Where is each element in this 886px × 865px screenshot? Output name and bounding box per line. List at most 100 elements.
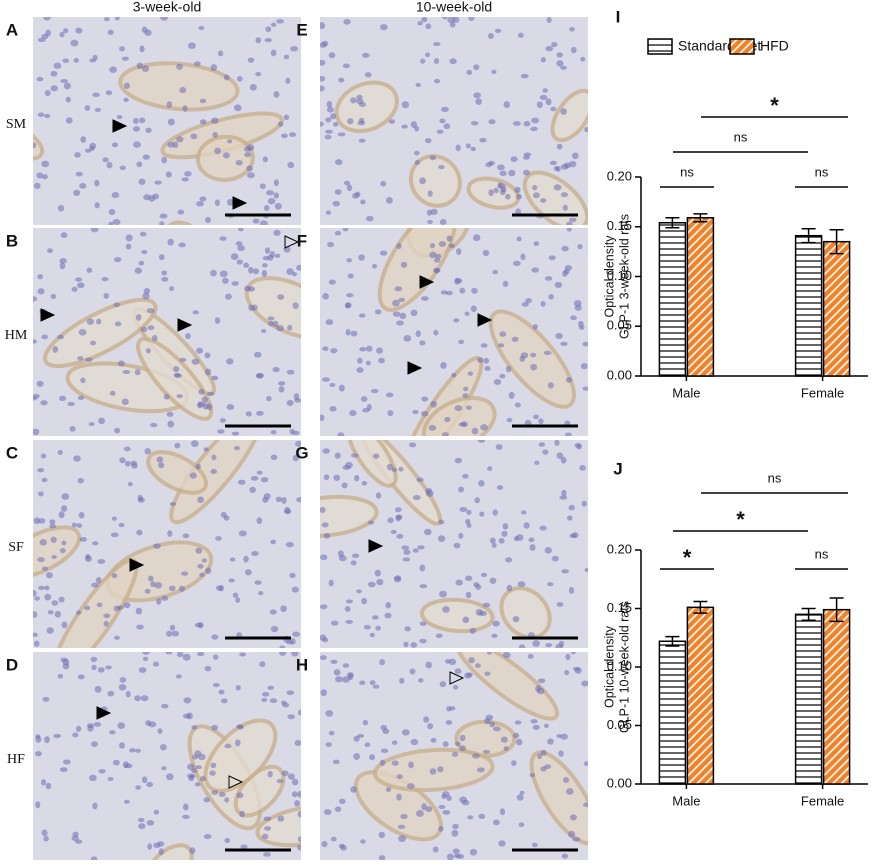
nucleus (211, 790, 219, 795)
y-axis-label: Optical density (602, 235, 616, 318)
nucleus (449, 58, 457, 65)
nucleus (340, 844, 347, 851)
nucleus (173, 372, 181, 378)
nucleus (118, 522, 125, 528)
nucleus (484, 366, 491, 371)
nucleus (252, 268, 260, 275)
nucleus (437, 535, 446, 543)
nucleus (240, 844, 248, 850)
nucleus (375, 625, 381, 631)
nucleus (75, 610, 82, 615)
nucleus (385, 392, 394, 398)
nucleus (532, 192, 540, 199)
nucleus (39, 539, 47, 546)
nucleus (151, 334, 158, 342)
nucleus (154, 180, 162, 185)
nucleus (41, 174, 48, 180)
nucleus (438, 519, 445, 525)
nucleus (123, 82, 131, 89)
nucleus (77, 282, 85, 289)
y-axis-label: GLP-1 3-week-old rats (617, 214, 631, 339)
nucleus (118, 360, 125, 367)
nucleus (159, 743, 167, 751)
nucleus (532, 323, 538, 330)
nucleus (197, 563, 204, 569)
nucleus (142, 656, 149, 662)
nucleus (146, 819, 155, 826)
nucleus (469, 627, 477, 634)
nucleus (40, 453, 47, 459)
nucleus (196, 347, 204, 354)
nucleus (217, 50, 224, 57)
nucleus (546, 17, 552, 23)
nucleus (516, 794, 524, 801)
nucleus (582, 802, 588, 808)
nucleus (50, 85, 59, 92)
nucleus (429, 251, 437, 259)
nucleus (538, 418, 544, 425)
nucleus (366, 403, 372, 411)
error-bar (801, 607, 816, 621)
nucleus (580, 56, 586, 62)
nucleus (420, 296, 429, 301)
nucleus (181, 571, 189, 576)
nucleus (118, 684, 127, 691)
nucleus (419, 177, 426, 185)
nucleus (148, 575, 154, 582)
nucleus (112, 219, 121, 225)
nucleus (356, 589, 362, 594)
nucleus (150, 422, 158, 428)
nucleus (263, 852, 271, 857)
micrograph (320, 228, 588, 436)
nucleus (530, 352, 537, 358)
nucleus (442, 741, 449, 748)
nucleus (391, 760, 399, 766)
nucleus (399, 677, 405, 684)
nucleus (354, 475, 360, 482)
micrograph (33, 440, 301, 648)
nucleus (455, 144, 461, 152)
nucleus (386, 463, 393, 471)
nucleus (569, 27, 575, 32)
nucleus (493, 378, 502, 386)
nucleus (421, 396, 429, 402)
nucleus (228, 578, 235, 583)
nucleus (53, 62, 62, 69)
nucleus (277, 121, 284, 127)
nucleus (487, 466, 493, 471)
nucleus (132, 126, 141, 132)
significance-label: * (683, 545, 692, 570)
nucleus (394, 507, 402, 513)
nucleus (416, 810, 424, 818)
nucleus (33, 517, 41, 525)
nucleus (483, 357, 490, 364)
nucleus (60, 78, 68, 83)
nucleus (203, 833, 212, 839)
nucleus (77, 674, 85, 680)
nucleus (188, 42, 196, 49)
nucleus (402, 557, 411, 562)
nucleus (125, 234, 133, 242)
nucleus (349, 410, 357, 417)
nucleus (581, 500, 588, 507)
nucleus (433, 329, 439, 336)
nucleus (135, 314, 142, 321)
nucleus (41, 566, 48, 571)
nucleus (401, 729, 410, 736)
nucleus (460, 421, 468, 428)
nucleus (259, 183, 266, 189)
bar (658, 222, 687, 377)
error-bar (665, 217, 680, 229)
nucleus (131, 462, 138, 469)
nucleus (543, 723, 549, 729)
nucleus (327, 241, 335, 248)
nucleus (375, 492, 382, 499)
nucleus (163, 393, 170, 400)
nucleus (78, 328, 87, 336)
nucleus (122, 761, 129, 769)
nucleus (41, 477, 48, 483)
nucleus (561, 853, 569, 859)
nucleus (325, 710, 334, 717)
nucleus (49, 524, 57, 529)
nucleus (551, 555, 559, 562)
